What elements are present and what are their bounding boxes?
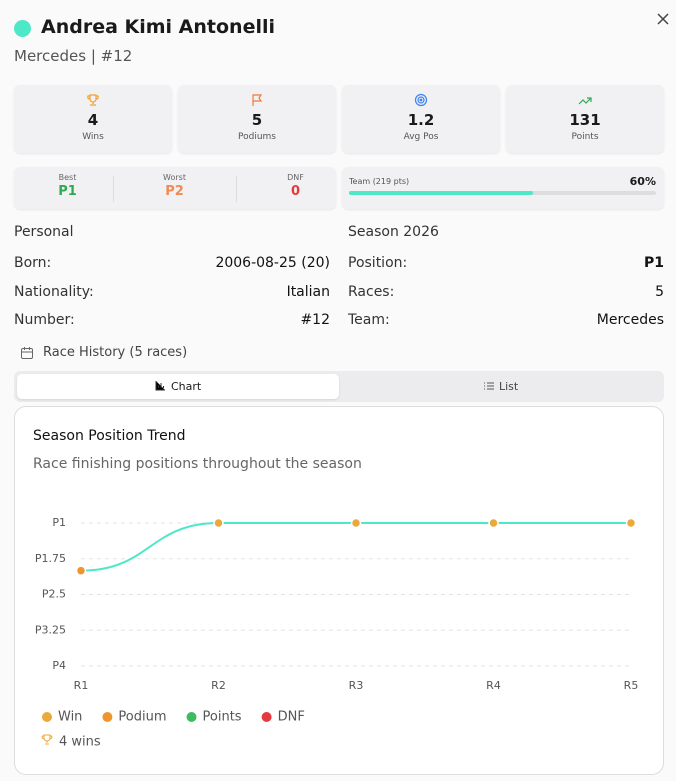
stat-card: 5 Podiums [178, 85, 336, 153]
stat-label: Points [571, 132, 599, 142]
y-tick-label: P3.25 [35, 623, 66, 636]
chart-title: Season Position Trend [33, 428, 186, 444]
y-tick-label: P4 [52, 659, 66, 672]
legend-label: Win [58, 710, 82, 725]
row-label: Nationality: [14, 283, 94, 300]
point [488, 517, 499, 529]
point [213, 517, 224, 529]
team-share-label: 60% [629, 175, 656, 188]
result: Worst P2 [121, 173, 228, 199]
tab[interactable]: List [499, 380, 519, 393]
stat-label: Avg Pos [403, 132, 439, 142]
x-tick-label: R5 [624, 679, 639, 692]
results-card: Best P1 Worst P2 DNF 0 [14, 167, 336, 209]
stat-card: 1.2 Avg Pos [342, 85, 500, 153]
point [625, 517, 637, 529]
result-value: P2 [165, 184, 184, 199]
annotation: 4 wins [59, 735, 101, 750]
legend-swatch [42, 712, 52, 722]
chart-icon [155, 381, 165, 391]
section-title: Season 2026 [348, 224, 439, 240]
stat-value: 4 [87, 111, 99, 129]
driver-subtitle: Mercedes | #12 [14, 47, 133, 65]
row-label: Races: [348, 283, 395, 300]
stat-label: Podiums [238, 132, 276, 142]
row-value: Mercedes [596, 312, 664, 328]
result-value: 0 [290, 184, 301, 199]
x-tick-label: R1 [74, 679, 89, 692]
result: Best P1 [14, 173, 121, 199]
x-tick-label: R2 [211, 679, 226, 692]
stat-card: 4 Wins [14, 85, 172, 153]
legend-swatch [261, 712, 272, 722]
row-label: Position: [348, 255, 408, 271]
stat-card: 131 Points [506, 85, 664, 153]
legend-swatch [186, 712, 197, 722]
result-label: DNF [287, 173, 304, 182]
team-dot [14, 20, 31, 37]
row-value: 5 [655, 283, 664, 300]
stat-value: 131 [569, 111, 601, 129]
chart-subtitle: Race finishing positions throughout the … [33, 456, 362, 472]
trophy-icon [87, 94, 99, 106]
x-tick-label: R4 [486, 679, 501, 692]
close-button[interactable] [656, 12, 670, 26]
legend-label: DNF [278, 710, 305, 725]
point [75, 565, 87, 576]
row-value: 2006-08-25 (20) [215, 255, 330, 271]
result-value: P1 [58, 184, 77, 199]
point [350, 517, 362, 529]
row-value: Italian [286, 283, 330, 300]
row-label: Born: [14, 255, 52, 271]
stat-value: 1.2 [407, 111, 435, 129]
row-value: P1 [643, 255, 664, 271]
row-value: #12 [300, 312, 330, 328]
section-title: Personal [14, 224, 74, 240]
list-icon [484, 382, 494, 390]
team-card: Team (219 pts) 60% [342, 167, 664, 209]
team-bar [349, 191, 534, 195]
result-label: Worst [163, 173, 186, 182]
team-track [349, 191, 656, 195]
tab[interactable]: Chart [171, 380, 202, 393]
chart-card [14, 406, 664, 775]
row-label: Number: [14, 312, 75, 328]
legend-label: Podium [118, 710, 166, 725]
y-tick-label: P1 [52, 516, 66, 529]
chart: Season Position Trend Race finishing pos… [33, 428, 639, 750]
trophy-icon [41, 734, 53, 745]
trend-icon [578, 97, 592, 105]
y-tick-label: P1.75 [35, 552, 66, 565]
result: DNF 0 [242, 173, 349, 199]
tab-bar: Chart List [14, 371, 664, 402]
stat-value: 5 [251, 111, 263, 129]
row-label: Team: [348, 312, 390, 328]
legend-swatch [102, 712, 113, 722]
y-tick-label: P2.5 [42, 588, 66, 601]
tab-active[interactable] [17, 374, 339, 399]
team-label: Team (219 pts) [349, 177, 410, 186]
target-icon [414, 93, 428, 107]
series-line [80, 522, 631, 572]
legend-label: Points [203, 710, 242, 725]
race-history-title: Race History (5 races) [43, 345, 188, 360]
flag-icon [252, 94, 263, 106]
result-label: Best [58, 173, 77, 182]
calendar-icon [21, 347, 33, 359]
x-tick-label: R3 [349, 679, 364, 692]
driver-name: Andrea Kimi Antonelli [41, 16, 276, 38]
stat-label: Wins [82, 132, 104, 142]
